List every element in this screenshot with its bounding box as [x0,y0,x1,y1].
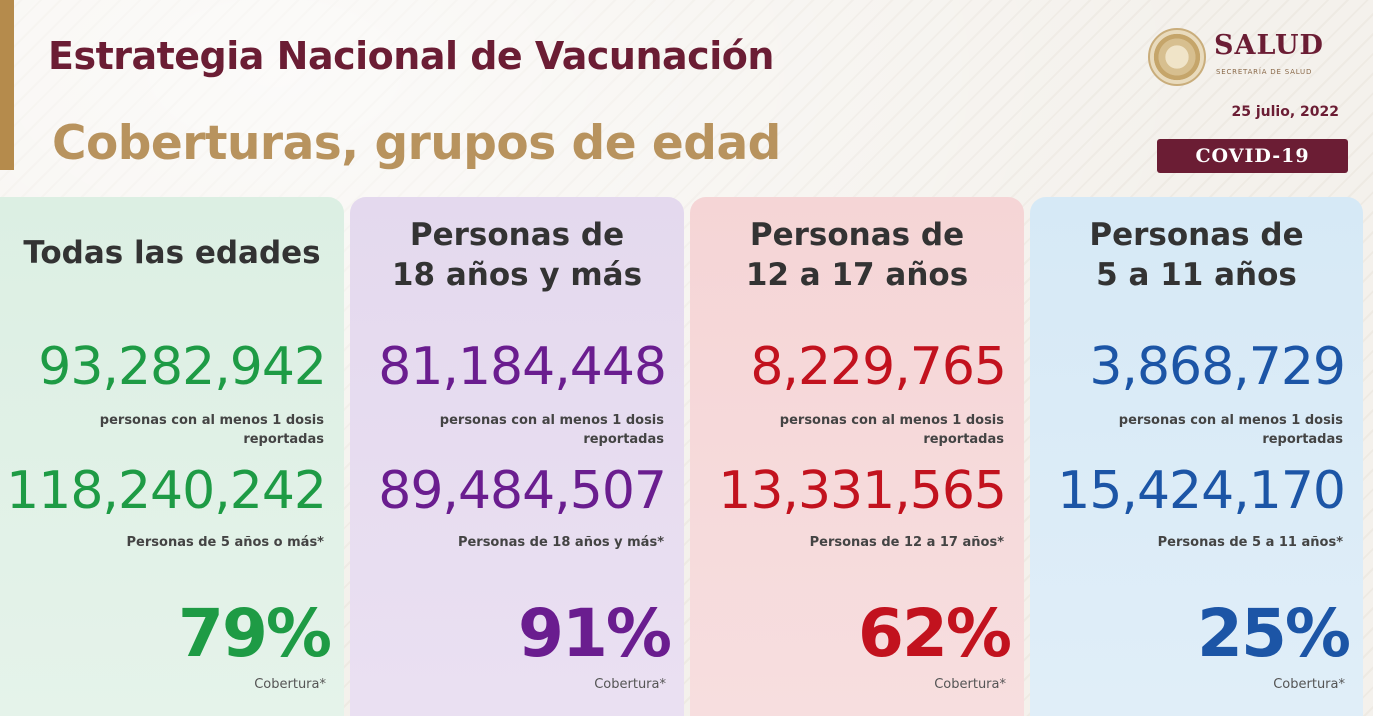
salud-logo: SALUD SECRETARÍA DE SALUD [1148,28,1348,88]
panel-heading-line1: Personas de [409,217,625,253]
vaccinated-count: 81,184,448 [378,337,667,397]
panel-heading-line2: 12 a 17 años [745,257,969,293]
panel-all-ages: Todas las edades 93,282,942 personas con… [0,197,344,716]
vaccinated-label: personas con al menos 1 dosis reportadas [1118,413,1343,447]
panel-heading-line1: Personas de [1089,217,1304,253]
logo-subtext: SECRETARÍA DE SALUD [1216,68,1313,76]
panel-heading: Personas de 12 a 17 años [690,215,1024,295]
coverage-percent: 79% [178,595,332,672]
page-subtitle: Coberturas, grupos de edad [52,116,781,171]
panel-heading: Todas las edades [23,235,321,271]
panel-5-11: Personas de 5 a 11 años 3,868,729 person… [1030,197,1363,716]
population-count: 118,240,242 [6,461,327,521]
coverage-label: Cobertura* [594,677,666,692]
panel-18-plus: Personas de 18 años y más 81,184,448 per… [350,197,684,716]
population-label: Personas de 5 años o más* [126,535,324,550]
coverage-percent: 25% [1197,595,1351,672]
population-count: 15,424,170 [1057,461,1346,521]
panel-heading-line1: Personas de [749,217,965,253]
population-count: 89,484,507 [378,461,667,521]
vaccinated-label: personas con al menos 1 dosis reportadas [779,413,1004,447]
vaccinated-count: 93,282,942 [38,337,327,397]
panel-heading: Personas de 5 a 11 años [1030,215,1363,295]
population-label: Personas de 12 a 17 años* [809,535,1004,550]
population-label: Personas de 5 a 11 años* [1157,535,1343,550]
panel-heading: Personas de 18 años y más [350,215,684,295]
covid-badge: COVID-19 [1157,139,1348,173]
coverage-label: Cobertura* [254,677,326,692]
vaccinated-count: 3,868,729 [1089,337,1346,397]
report-date: 25 julio, 2022 [1231,104,1340,120]
coverage-label: Cobertura* [934,677,1006,692]
vaccinated-label: personas con al menos 1 dosis reportadas [439,413,664,447]
panel-heading-line2: 18 años y más [391,257,643,293]
page-title: Estrategia Nacional de Vacunación [48,34,774,78]
panel-12-17: Personas de 12 a 17 años 8,229,765 perso… [690,197,1024,716]
panel-heading-line2: 5 a 11 años [1096,257,1297,293]
national-seal-icon [1148,28,1206,86]
vaccinated-label: personas con al menos 1 dosis reportadas [99,413,324,447]
population-count: 13,331,565 [718,461,1007,521]
coverage-percent: 62% [858,595,1012,672]
accent-bar [0,0,14,170]
vaccinated-count: 8,229,765 [750,337,1007,397]
population-label: Personas de 18 años y más* [457,535,664,550]
coverage-percent: 91% [518,595,672,672]
logo-text: SALUD [1214,30,1324,61]
coverage-label: Cobertura* [1273,677,1345,692]
